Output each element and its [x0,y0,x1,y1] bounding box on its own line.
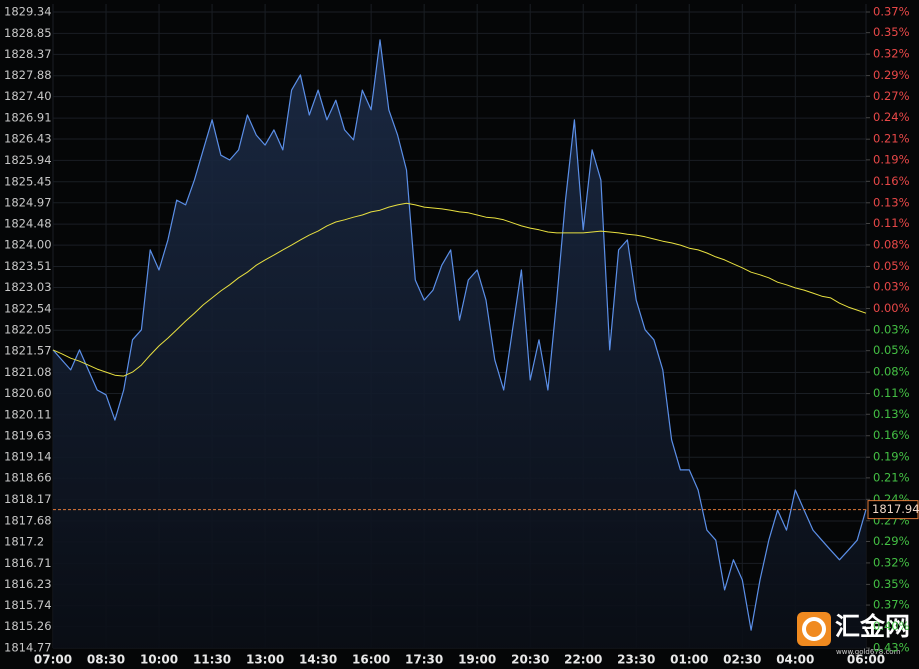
y2-tick-label: 0.13% [873,407,910,421]
y-tick-label: 1828.37 [4,47,52,61]
y2-tick-label: 0.37% [873,598,910,612]
price-line [52,202,867,377]
area-fill [53,39,866,648]
y2-tick-label: 0.19% [873,152,910,166]
last-price-box [867,500,919,520]
y-tick-label: 1817.68 [4,513,52,527]
y-tick-label: 1823.03 [4,280,52,294]
y2-tick-label: 0.08% [873,365,910,379]
y2-tick-label: 0.21% [873,470,910,484]
y-tick-label: 1822.54 [4,301,52,315]
x-tick-label: 17:30 [405,653,443,667]
x-tick-label: 19:00 [458,653,496,667]
y-tick-label: 1816.23 [4,577,52,591]
price-line [52,39,867,631]
y2-tick-label: 0.43% [873,641,910,655]
y2-tick-label: 0.11% [873,386,910,400]
y2-tick-label: 0.00% [873,301,910,315]
y-tick-label: 1825.94 [4,153,52,167]
y-tick-label: 1814.77 [4,641,52,655]
x-tick-label: 06:00 [847,653,885,667]
x-tick-label: 02:30 [723,653,761,667]
y2-tick-label: 0.03% [873,323,910,337]
y2-tick-label: 0.35% [873,577,910,591]
x-tick-label: 16:00 [352,653,390,667]
y-tick-label: 1815.26 [4,619,52,633]
y2-tick-label: 0.19% [873,450,910,464]
y-tick-label: 1820.60 [4,386,52,400]
x-tick-label: 01:00 [670,653,708,667]
y2-tick-label: 0.16% [873,428,910,442]
y2-tick-label: 0.27% [873,89,910,103]
last-price-label: 1817.94 [872,502,919,516]
y2-tick-label: 0.05% [873,259,910,273]
watermark: 汇金网 www.gold678.com [797,612,910,656]
y-tick-label: 1820.11 [4,407,52,421]
x-tick-label: 13:00 [246,653,284,667]
y-tick-label: 1816.71 [4,556,52,570]
y2-tick-label: 0.03% [873,280,910,294]
x-tick-label: 04:00 [776,653,814,667]
y-tick-label: 1818.66 [4,471,52,485]
y2-tick-label: 0.05% [873,343,910,357]
x-tick-label: 07:00 [34,653,72,667]
y-tick-label: 1826.91 [4,111,52,125]
y2-tick-label: 0.21% [873,132,910,146]
y-tick-label: 1828.85 [4,26,52,40]
x-tick-label: 20:30 [511,653,549,667]
y2-tick-label: 0.37% [873,5,910,19]
y-tick-label: 1826.43 [4,132,52,146]
y-tick-label: 1817.2 [4,534,44,548]
x-tick-label: 14:30 [299,653,337,667]
y2-tick-label: 0.32% [873,47,910,61]
x-tick-label: 22:00 [564,653,602,667]
y-tick-label: 1825.45 [4,174,52,188]
y-tick-label: 1818.17 [4,492,52,506]
y-tick-label: 1822.05 [4,323,52,337]
logo-icon [797,612,831,646]
y-tick-label: 1827.40 [4,89,52,103]
y2-tick-label: 0.40% [873,619,910,633]
y-tick-label: 1824.97 [4,195,52,209]
y2-tick-label: 0.24% [873,110,910,124]
y2-tick-label: 0.11% [873,216,910,230]
y-tick-label: 1819.14 [4,450,52,464]
y2-tick-label: 0.29% [873,534,910,548]
y2-tick-label: 0.29% [873,68,910,82]
y-tick-label: 1823.51 [4,259,52,273]
logo-title: 汇金网 [835,612,910,641]
x-tick-label: 23:30 [617,653,655,667]
y2-tick-label: 0.08% [873,237,910,251]
y2-tick-label: 0.32% [873,555,910,569]
logo-url: www.gold678.com [836,648,901,656]
y-tick-label: 1827.88 [4,68,52,82]
y-tick-label: 1829.34 [4,5,52,19]
x-tick-label: 08:30 [87,653,125,667]
y2-tick-label: 0.16% [873,174,910,188]
y-tick-label: 1824.00 [4,238,52,252]
y2-tick-label: 0.13% [873,195,910,209]
y-tick-label: 1819.63 [4,428,52,442]
y-tick-label: 1821.57 [4,344,52,358]
x-tick-label: 11:30 [193,653,231,667]
y-tick-label: 1821.08 [4,365,52,379]
x-tick-label: 10:00 [140,653,178,667]
y2-tick-label: 0.35% [873,25,910,39]
y-tick-label: 1815.74 [4,598,52,612]
logo-ring [802,617,826,641]
y-tick-label: 1824.48 [4,217,52,231]
